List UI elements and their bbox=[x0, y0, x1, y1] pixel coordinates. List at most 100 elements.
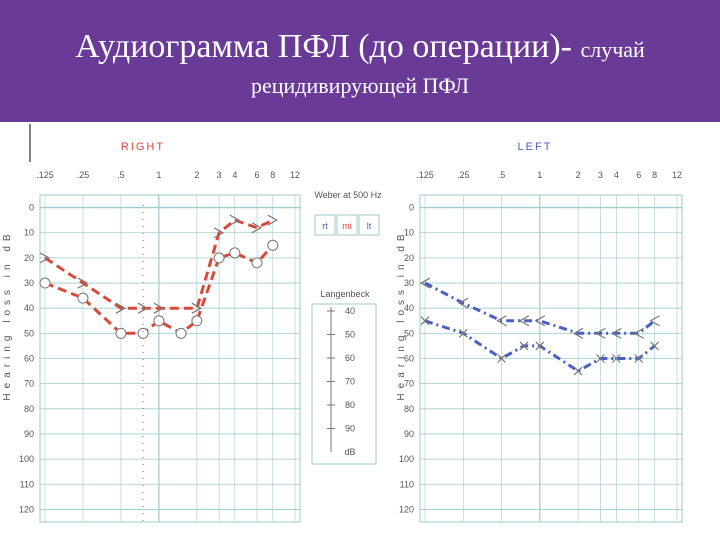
x-tick-label: 12 bbox=[672, 170, 682, 180]
y-tick-label: 60 bbox=[24, 354, 34, 364]
x-tick-label: 3 bbox=[598, 170, 603, 180]
data-point-x bbox=[535, 341, 545, 351]
data-point-bracket bbox=[572, 327, 584, 339]
data-point-x bbox=[420, 316, 430, 326]
y-tick-label: 20 bbox=[404, 253, 414, 263]
x-tick-label: 2 bbox=[576, 170, 581, 180]
series-line bbox=[424, 319, 656, 373]
data-point-bracket bbox=[153, 302, 165, 314]
y-tick-label: 60 bbox=[404, 354, 414, 364]
data-point-circle bbox=[175, 327, 187, 339]
weber-box bbox=[358, 214, 380, 236]
slide-header: Аудиограмма ПФЛ (до операции)- случай ре… bbox=[0, 0, 720, 122]
data-point-bracket bbox=[251, 222, 263, 234]
slide-title: Аудиограмма ПФЛ (до операции)- случай bbox=[0, 28, 720, 66]
data-point-circle bbox=[213, 252, 225, 264]
data-point-bracket bbox=[39, 252, 51, 264]
data-point-circle bbox=[191, 315, 203, 327]
y-tick-label: 110 bbox=[400, 479, 414, 489]
langenbeck-tick-label: 90 bbox=[345, 424, 355, 434]
x-tick-label: .5 bbox=[117, 170, 125, 180]
data-point-circle bbox=[229, 247, 241, 259]
y-tick-label: 70 bbox=[404, 379, 414, 389]
y-tick-label: 0 bbox=[409, 203, 414, 213]
langenbeck-tick-label: dB bbox=[344, 447, 355, 457]
langenbeck-label: Langenbeck bbox=[320, 289, 370, 299]
data-point-circle bbox=[137, 327, 149, 339]
data-point-circle bbox=[153, 315, 165, 327]
data-point-x bbox=[458, 328, 468, 338]
y-axis-label: Hearing loss in dB bbox=[396, 229, 407, 400]
y-tick-label: 80 bbox=[404, 404, 414, 414]
data-point-bracket bbox=[649, 315, 660, 327]
x-tick-label: 4 bbox=[614, 170, 619, 180]
data-point-bracket bbox=[419, 277, 431, 289]
weber-box-label: rt bbox=[322, 221, 328, 231]
x-tick-label: .125 bbox=[36, 170, 54, 180]
x-tick-label: 3 bbox=[217, 170, 222, 180]
data-point-x bbox=[573, 366, 583, 376]
y-tick-label: 100 bbox=[19, 454, 34, 464]
data-point-circle bbox=[39, 277, 51, 289]
panel-title: LEFT bbox=[518, 141, 553, 153]
langenbeck-box bbox=[311, 303, 377, 465]
y-axis-label: Hearing loss in dB bbox=[2, 229, 13, 400]
data-point-bracket bbox=[496, 315, 507, 327]
y-tick-label: 0 bbox=[29, 203, 34, 213]
weber-label: Weber at 500 Hz bbox=[314, 190, 382, 200]
langenbeck-tick-label: 50 bbox=[345, 330, 355, 340]
y-tick-label: 50 bbox=[404, 328, 414, 338]
x-tick-label: .5 bbox=[498, 170, 506, 180]
langenbeck-tick-label: 80 bbox=[345, 400, 355, 410]
panel-title: RIGHT bbox=[121, 141, 165, 153]
y-tick-label: 120 bbox=[19, 504, 34, 514]
data-point-bracket bbox=[633, 327, 645, 339]
data-point-x bbox=[634, 354, 644, 363]
data-point-x bbox=[596, 354, 605, 363]
data-point-circle bbox=[115, 327, 127, 339]
slide-subtitle: рецидивирующей ПФЛ bbox=[250, 73, 470, 98]
x-tick-label: 6 bbox=[255, 170, 260, 180]
panel-right: RIGHT.125.25.5 1 2 3 4 6 8 12010203040506070809… bbox=[2, 141, 301, 523]
y-tick-label: 70 bbox=[24, 379, 34, 389]
data-point-x bbox=[611, 354, 621, 363]
y-tick-label: 110 bbox=[20, 479, 34, 489]
data-point-bracket bbox=[534, 315, 546, 327]
data-point-bracket bbox=[267, 214, 279, 226]
y-tick-label: 30 bbox=[24, 278, 34, 288]
x-tick-label: 12 bbox=[290, 170, 300, 180]
data-point-circle bbox=[77, 292, 89, 304]
x-tick-label: 8 bbox=[652, 170, 657, 180]
data-point-bracket bbox=[458, 297, 469, 309]
audiogram-chart: RIGHT.125.25.5 1 2 3 4 6 8 12010203040506070809… bbox=[2, 124, 683, 523]
data-point-bracket bbox=[77, 277, 89, 289]
weber-box bbox=[336, 214, 358, 236]
langenbeck-tick-label: 40 bbox=[345, 306, 355, 316]
y-tick-label: 40 bbox=[404, 303, 414, 313]
y-tick-label: 100 bbox=[399, 454, 414, 464]
x-tick-label: 1 bbox=[156, 170, 161, 180]
weber-box-label: lt bbox=[367, 221, 372, 231]
x-tick-label: 1 bbox=[537, 170, 542, 180]
weber-box bbox=[314, 214, 336, 236]
center-panel: Weber at 500 Hz rt mi lt Langenbeck 40 50 60 70 8… bbox=[311, 190, 382, 465]
slide-title-main: Аудиограмма ПФЛ (до операции)- bbox=[75, 28, 572, 65]
langenbeck-tick-label: 70 bbox=[345, 377, 355, 387]
data-point-circle bbox=[267, 239, 279, 251]
data-point-bracket bbox=[137, 302, 149, 314]
data-point-x bbox=[650, 341, 660, 351]
x-tick-label: .25 bbox=[77, 170, 90, 180]
data-point-bracket bbox=[115, 302, 127, 314]
data-point-bracket bbox=[229, 214, 241, 226]
data-point-x bbox=[497, 354, 506, 363]
y-tick-label: 10 bbox=[404, 228, 414, 238]
data-point-bracket bbox=[213, 227, 225, 239]
series-line bbox=[44, 218, 274, 310]
x-tick-label: .25 bbox=[457, 170, 470, 180]
x-tick-label: 8 bbox=[270, 170, 275, 180]
data-point-x bbox=[519, 341, 529, 351]
data-point-bracket bbox=[611, 327, 622, 339]
y-tick-label: 50 bbox=[24, 328, 34, 338]
data-point-circle bbox=[251, 257, 263, 269]
y-tick-label: 120 bbox=[399, 504, 414, 514]
